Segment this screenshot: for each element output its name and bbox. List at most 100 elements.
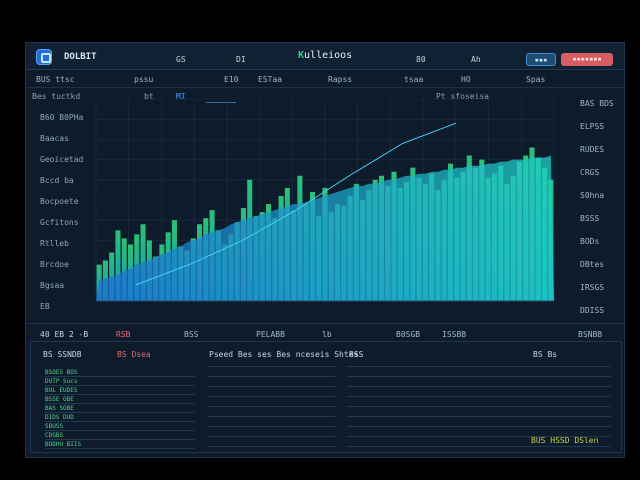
- row-divider: [45, 412, 195, 413]
- bottom-col-3-subtitle: Pseed Bes ses Bes nceseis Shtes: [209, 350, 359, 359]
- row-divider: [207, 366, 335, 367]
- left-label: Baacas: [40, 134, 69, 143]
- row-divider: [207, 416, 335, 417]
- axis-footer: 40 EB 2 -B RSB BSS PELABB lb B0SGB ISSBB…: [26, 323, 624, 340]
- alert-button[interactable]: ▪▪▪▪▪▪▪: [561, 53, 613, 66]
- bottom-row: CDGBS: [45, 432, 64, 439]
- bottom-col-1-title: BS SSNDB: [43, 350, 82, 359]
- row-divider: [207, 386, 335, 387]
- chart-header-right: Pt sfoseisa: [436, 92, 489, 101]
- row-divider: [347, 396, 611, 397]
- page-title-rest: ulleioos: [304, 50, 353, 61]
- row-divider: [207, 436, 335, 437]
- bottom-row: DUTP Sucs: [45, 378, 78, 385]
- left-label: Rtlleb: [40, 239, 69, 248]
- left-label: Bocpoete: [40, 197, 79, 206]
- bottom-row: BUL EUDES: [45, 387, 78, 394]
- chart-header-mid1: bt: [144, 92, 154, 101]
- row-divider: [347, 406, 611, 407]
- topbar-item-1[interactable]: GS: [176, 55, 186, 64]
- bottom-col-2-title: BS Dsea: [117, 350, 151, 359]
- row-divider: [45, 430, 195, 431]
- chart-header-left: Bes tuctkd: [32, 92, 81, 101]
- subnav-item-3[interactable]: E10: [224, 75, 239, 84]
- row-divider: [207, 396, 335, 397]
- bottom-col-3: Pseed Bes ses Bes nceseis Shtes: [203, 346, 358, 448]
- left-label: Bgsaa: [40, 281, 65, 290]
- left-label: B60 B0PHa: [40, 113, 84, 122]
- subnav-item-5[interactable]: Rapss: [328, 75, 353, 84]
- right-label: BSSS: [580, 214, 600, 223]
- right-label: BAS BDS: [580, 99, 614, 108]
- topbar-item-4[interactable]: Ah: [471, 55, 481, 64]
- footer-label-3: BSS: [184, 330, 199, 339]
- footer-label-1: 40 EB 2 -B: [40, 330, 89, 339]
- topbar-item-3[interactable]: 80: [416, 55, 426, 64]
- dashboard-window: DOLBIT GS DI Kulleioos 80 Ah ▪▪▪ ▪▪▪▪▪▪▪…: [25, 42, 625, 458]
- right-label: RUDES: [580, 145, 605, 154]
- row-divider: [45, 376, 195, 377]
- left-label: Geoicetad: [40, 155, 84, 164]
- row-divider: [347, 386, 611, 387]
- bottom-row: DIDS DUD: [45, 414, 74, 421]
- chart-bar: [109, 252, 115, 301]
- subnav-item-8[interactable]: Spas: [526, 75, 546, 84]
- right-label: S0hna: [580, 191, 605, 200]
- bottom-row: SBUSS: [45, 423, 64, 430]
- subnav-item-2[interactable]: pssu: [134, 75, 154, 84]
- row-divider: [347, 436, 611, 437]
- footer-label-5: lb: [322, 330, 332, 339]
- row-divider: [207, 446, 335, 447]
- row-divider: [347, 446, 611, 447]
- right-label: ELPSS: [580, 122, 605, 131]
- bottom-row: BSSE OBE: [45, 396, 74, 403]
- right-label: DBtes: [580, 260, 605, 269]
- row-divider: [45, 394, 195, 395]
- row-divider: [45, 403, 195, 404]
- row-divider: [347, 426, 611, 427]
- subnav-item-7[interactable]: HO: [461, 75, 471, 84]
- footer-label-7: ISSBB: [442, 330, 467, 339]
- left-label: Gcfitons: [40, 218, 79, 227]
- bottom-col-2: BS Dsea: [111, 346, 201, 448]
- top-bar: DOLBIT GS DI Kulleioos 80 Ah ▪▪▪ ▪▪▪▪▪▪▪: [26, 43, 624, 70]
- sub-navigation: BUS ttsc pssu E10 ESTaa Rapss tsaa HO Sp…: [26, 69, 624, 88]
- left-label: Brcdoe: [40, 260, 69, 269]
- footer-label-6: B0SGB: [396, 330, 421, 339]
- subnav-item-1[interactable]: BUS ttsc: [36, 75, 75, 84]
- right-label: IRSGS: [580, 283, 605, 292]
- chart-header-mid2[interactable]: MI: [176, 92, 186, 101]
- left-label: Bccd ba: [40, 176, 74, 185]
- topbar-item-2[interactable]: DI: [236, 55, 246, 64]
- chart-area: [96, 155, 554, 301]
- trend-line: [135, 122, 457, 286]
- bottom-col-1: BS SSNDB BSOES BOS DUTP Sucs BUL EUDES BSSE…: [37, 346, 197, 449]
- footer-label-2[interactable]: RSB: [116, 330, 131, 339]
- bottom-panel: BS SSNDB BSOES BOS DUTP Sucs BUL EUDES BSSE…: [30, 341, 622, 453]
- brand-name: DOLBIT: [64, 52, 97, 62]
- tab-underline: [206, 102, 236, 103]
- right-label: DDISS: [580, 306, 605, 315]
- chart-bar: [115, 230, 121, 301]
- row-divider: [347, 376, 611, 377]
- bottom-col-5-footer: BUS HSSD DSlen: [531, 436, 599, 445]
- footer-label-4: PELABB: [256, 330, 285, 339]
- right-label: CRGS: [580, 168, 600, 177]
- page-title: Kulleioos: [298, 50, 353, 61]
- status-toggle-button[interactable]: ▪▪▪: [526, 53, 556, 66]
- chart-bar: [121, 238, 127, 301]
- right-label: BODs: [580, 237, 600, 246]
- footer-label-8: BSNBB: [578, 330, 603, 339]
- subnav-item-4[interactable]: ESTaa: [258, 75, 283, 84]
- row-divider: [45, 421, 195, 422]
- row-divider: [45, 385, 195, 386]
- row-divider: [45, 439, 195, 440]
- row-divider: [207, 426, 335, 427]
- bottom-col-5-title: BS Bs: [533, 350, 558, 359]
- app-logo-icon[interactable]: [36, 49, 52, 65]
- bottom-col-4: BSS BS Bs BUS HSSD DSlen: [347, 346, 617, 448]
- bottom-col-4-title: BSS: [349, 350, 364, 359]
- main-chart[interactable]: [34, 91, 556, 313]
- row-divider: [45, 448, 195, 449]
- subnav-item-6[interactable]: tsaa: [404, 75, 424, 84]
